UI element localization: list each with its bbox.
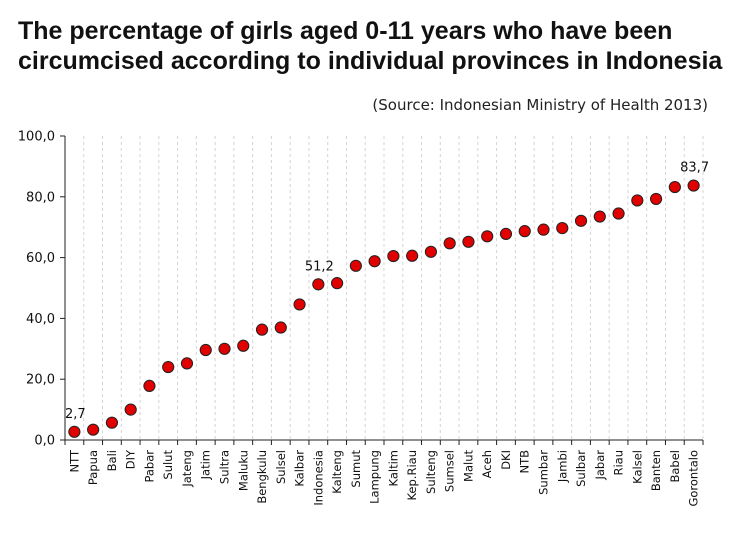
x-tick-label: Kaltim xyxy=(386,450,400,487)
x-tick-label: Sumut xyxy=(349,450,363,488)
x-tick-label: Papua xyxy=(86,450,100,485)
data-point xyxy=(199,343,212,357)
data-point xyxy=(312,278,325,291)
y-tick-label: 80,0 xyxy=(26,190,55,205)
x-tick-label: Kalsel xyxy=(630,450,644,484)
x-tick-label: Bengkulu xyxy=(255,450,269,504)
x-tick-label: Sumsel xyxy=(443,450,457,492)
x-tick-label: Jateng xyxy=(180,450,194,488)
data-point xyxy=(255,323,269,336)
x-tick-label: Indonesia xyxy=(311,450,325,506)
data-point xyxy=(387,249,400,263)
data-point xyxy=(68,425,81,438)
x-tick-label: Kep.Riau xyxy=(405,450,419,501)
data-point xyxy=(406,249,419,262)
x-tick-label: Sumbar xyxy=(537,450,551,495)
data-point xyxy=(631,194,644,207)
x-tick-labels: NTT Papua Bali DIY Pabar Sulut Jateng Jatim Sult… xyxy=(67,449,700,507)
x-tick-label: Jambi xyxy=(555,450,569,483)
y-tick-label: 60,0 xyxy=(26,251,55,266)
x-tick-label: Sultra xyxy=(218,450,232,484)
x-tick-label: Riau xyxy=(612,450,626,476)
data-point xyxy=(424,245,438,258)
x-tick-label: Bali xyxy=(105,450,119,471)
data-point xyxy=(593,210,606,223)
data-point xyxy=(481,230,494,243)
data-point xyxy=(330,277,344,290)
data-point xyxy=(162,360,175,374)
data-point xyxy=(293,298,306,311)
x-tick-label: Sulteng xyxy=(424,450,438,494)
axes xyxy=(60,135,704,445)
chart-source: (Source: Indonesian Ministry of Health 2… xyxy=(372,96,708,114)
data-point xyxy=(612,207,625,220)
data-point xyxy=(180,357,194,370)
data-point xyxy=(518,225,531,238)
x-tick-label: Babel xyxy=(668,450,682,483)
x-tick-label: Sulbar xyxy=(574,450,588,487)
data-point xyxy=(349,259,362,272)
data-point xyxy=(143,379,156,392)
y-tick-label: 40,0 xyxy=(26,312,55,327)
x-tick-label: Pabar xyxy=(142,450,156,483)
grid-lines xyxy=(83,136,704,440)
data-point xyxy=(687,179,700,192)
chart-title-line-1: The percentage of girls aged 0-11 years … xyxy=(18,17,673,45)
x-tick-label: Kalbar xyxy=(293,450,307,487)
data-point xyxy=(649,192,663,206)
data-point xyxy=(574,214,588,227)
data-label: 51,2 xyxy=(305,259,334,274)
data-labels: 2,7 51,2 83,7 xyxy=(65,161,709,422)
data-point xyxy=(668,180,681,194)
x-tick-label: Gorontalo xyxy=(687,450,701,507)
x-tick-label: Jatim xyxy=(199,450,213,480)
y-tick-label: 0,0 xyxy=(34,434,55,449)
data-point xyxy=(368,255,381,268)
x-tick-label: Banten xyxy=(649,450,663,491)
chart-title: The percentage of girls aged 0-11 years … xyxy=(18,16,723,76)
data-points xyxy=(68,179,700,438)
x-tick-label: NTB xyxy=(518,450,532,474)
data-point xyxy=(499,227,513,240)
x-tick-label: Aceh xyxy=(480,450,494,478)
data-point xyxy=(237,339,250,352)
x-tick-label: Maluku xyxy=(236,450,250,491)
x-tick-label: Sulsel xyxy=(274,450,288,484)
data-point xyxy=(462,235,475,248)
y-tick-label: 20,0 xyxy=(26,373,55,388)
y-tick-labels: 0,0 20,0 40,0 60,0 80,0 100,0 xyxy=(18,130,55,449)
x-tick-label: DIY xyxy=(124,449,138,469)
data-label: 2,7 xyxy=(65,407,86,422)
data-point xyxy=(124,403,137,416)
data-point xyxy=(218,342,231,355)
x-tick-label: NTT xyxy=(67,449,81,472)
x-tick-label: DKI xyxy=(499,450,513,470)
x-tick-label: Lampung xyxy=(368,450,382,504)
data-point xyxy=(537,223,550,236)
chart-title-line-2: circumcised according to individual prov… xyxy=(18,47,723,75)
x-tick-label: Jabar xyxy=(593,450,607,481)
data-point xyxy=(556,222,569,235)
data-label: 83,7 xyxy=(680,161,709,176)
data-point xyxy=(443,237,456,250)
data-point xyxy=(274,321,287,334)
y-tick-label: 100,0 xyxy=(18,130,55,145)
x-tick-label: Malut xyxy=(461,450,475,482)
data-point xyxy=(87,423,100,436)
x-tick-label: Kalteng xyxy=(330,450,344,494)
data-point xyxy=(105,416,119,429)
x-tick-label: Sulut xyxy=(161,450,175,480)
